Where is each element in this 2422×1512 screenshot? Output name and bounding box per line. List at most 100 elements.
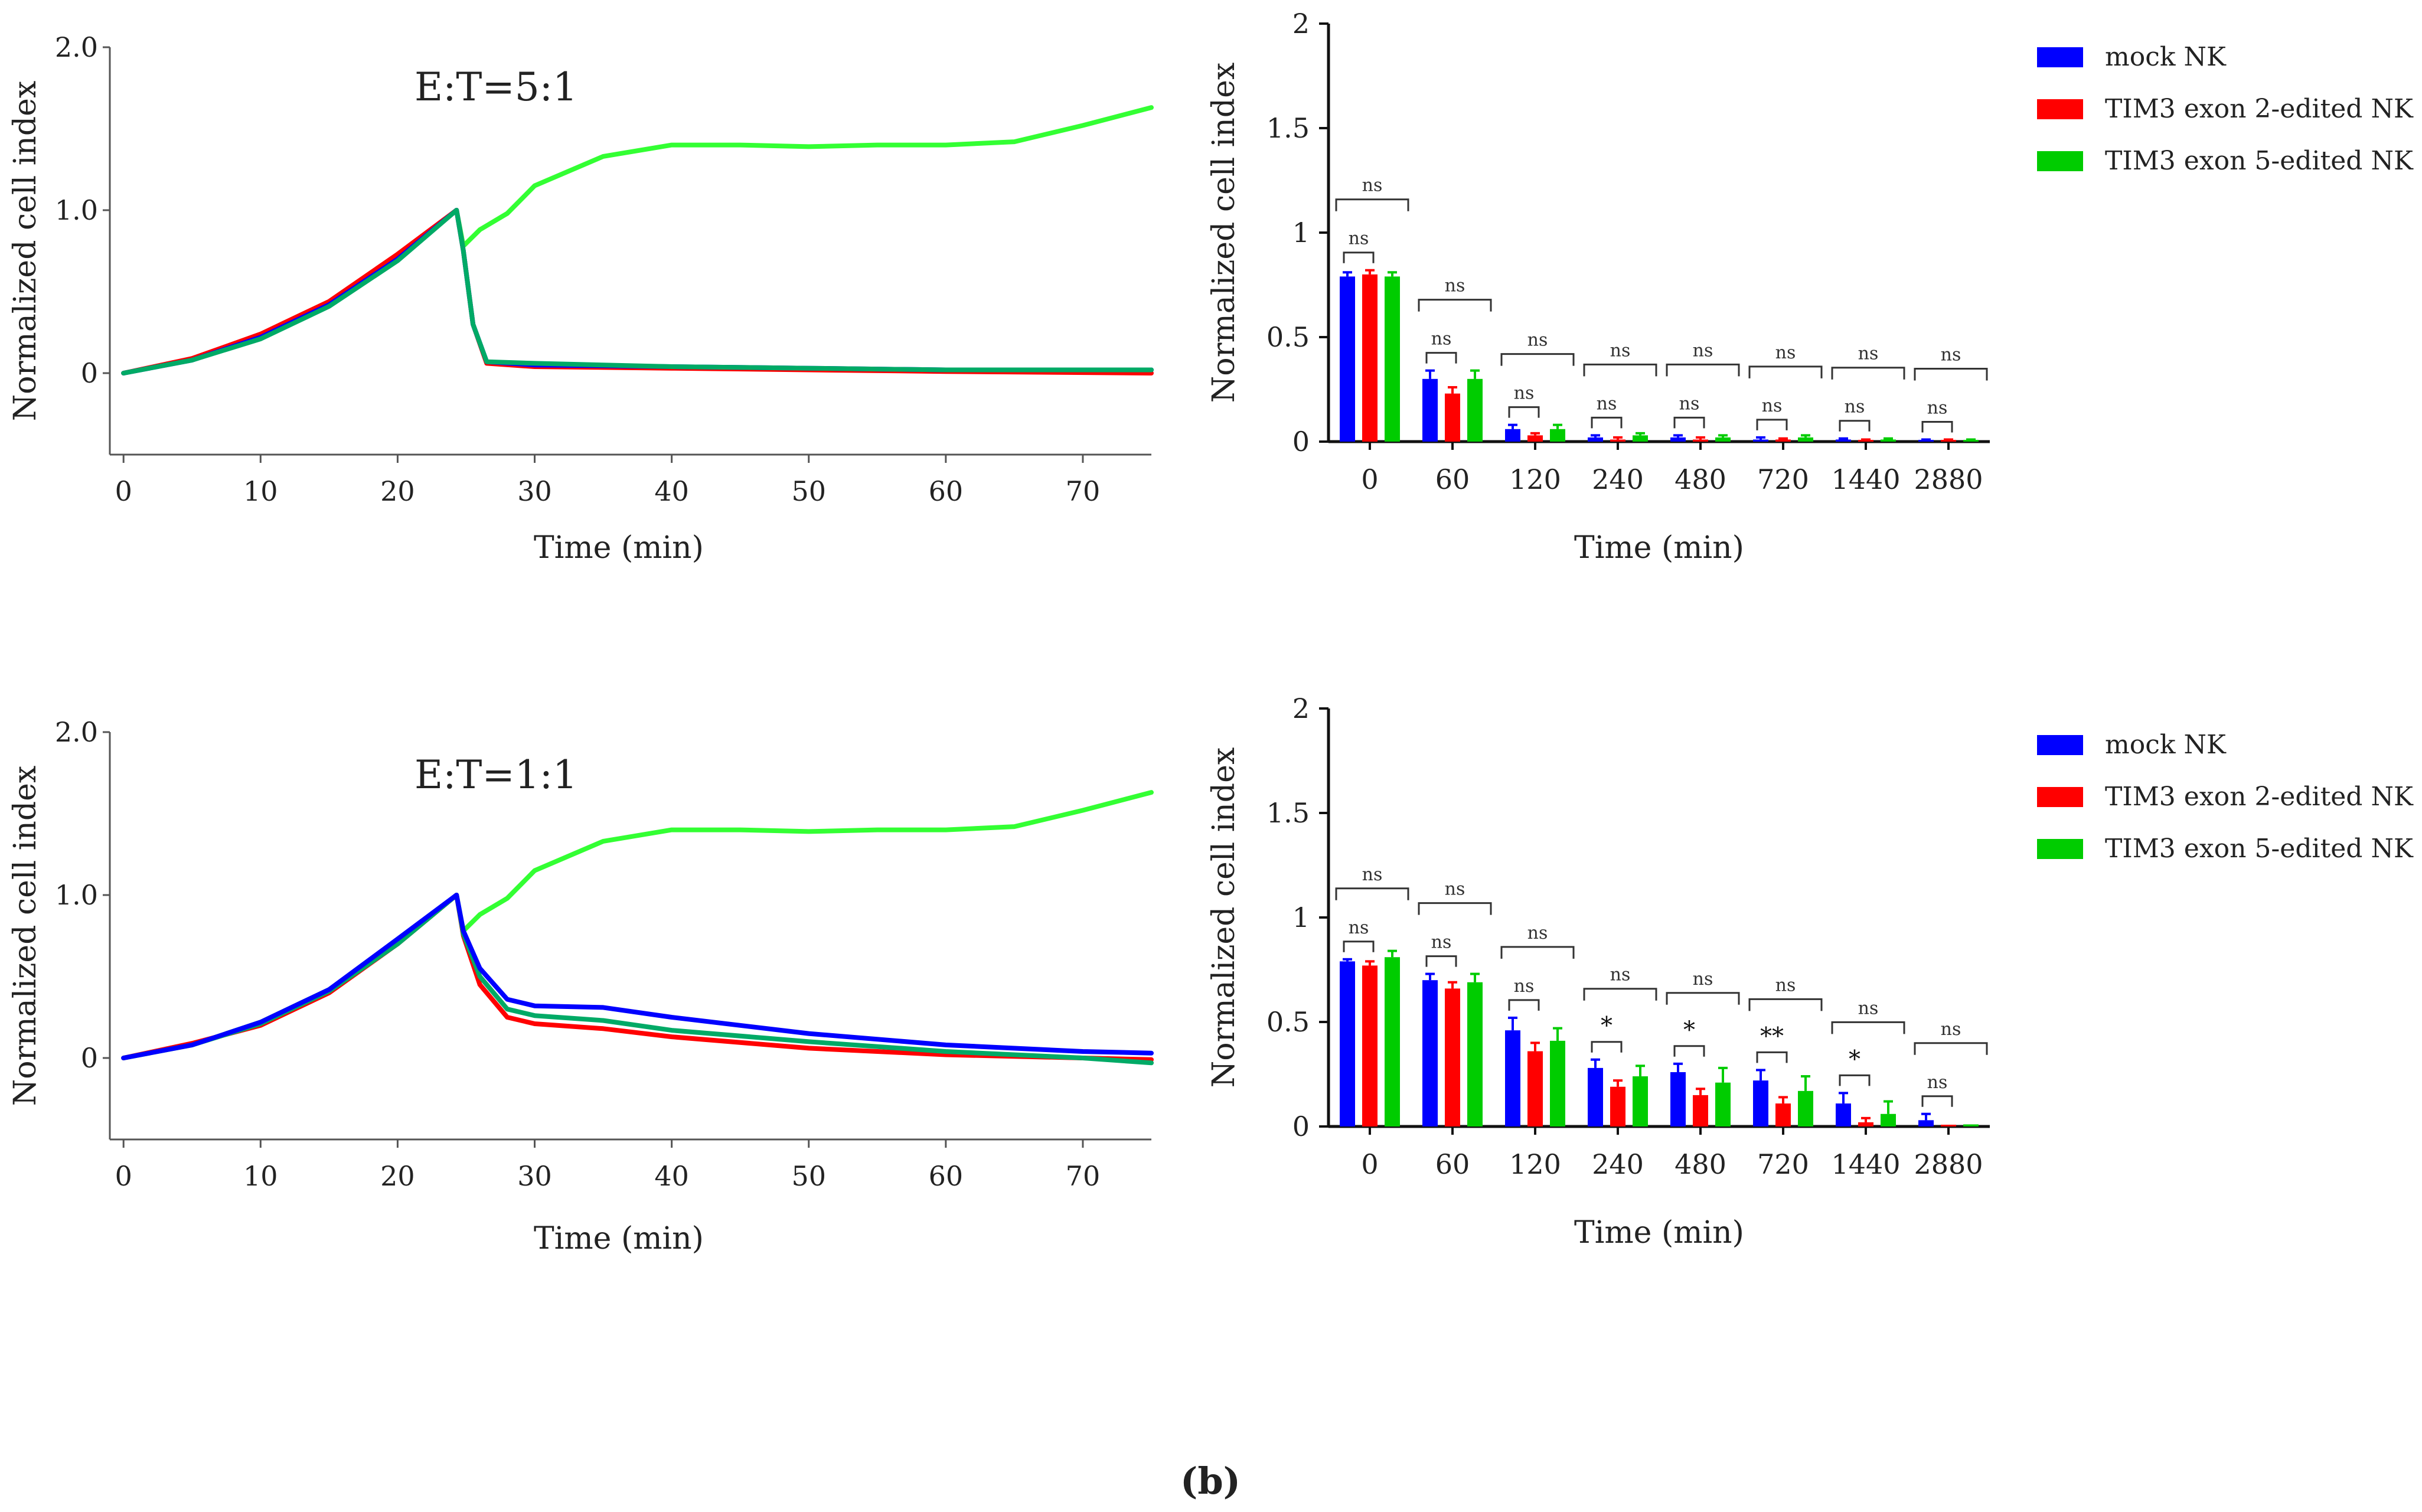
significance-label: ns — [1927, 397, 1948, 418]
y-axis-label: Normalized cell index — [1206, 747, 1242, 1088]
x-tick-label: 20 — [380, 1160, 415, 1192]
effector-target-ratio-label: E:T=1:1 — [414, 752, 577, 798]
y-axis-label: Normalized cell index — [8, 81, 43, 421]
significance-bracket — [1831, 1021, 1905, 1034]
x-tick-label: 240 — [1592, 463, 1644, 495]
bar — [1385, 957, 1400, 1126]
significance-label: ns — [1845, 397, 1865, 417]
significance-label: ns — [1927, 1072, 1948, 1093]
bar — [1858, 440, 1873, 442]
bar — [1798, 1090, 1813, 1126]
x-tick-label: 120 — [1509, 463, 1561, 495]
significance-bracket — [1425, 955, 1457, 967]
significance-bracket — [1335, 887, 1409, 900]
bar — [1550, 1040, 1565, 1126]
significance-label: * — [1601, 1013, 1613, 1040]
x-tick-label: 1440 — [1831, 463, 1900, 495]
significance-bracket — [1343, 940, 1375, 952]
x-tick-label: 0 — [1361, 1148, 1378, 1180]
significance-bracket — [1591, 1041, 1623, 1053]
x-tick-label: 30 — [517, 475, 552, 507]
bar — [1963, 440, 1979, 442]
significance-label: ns — [1941, 344, 1961, 365]
legend-label: mock NK — [2105, 730, 2227, 760]
bar — [1422, 378, 1438, 442]
significance-label: ns — [1527, 330, 1548, 351]
x-tick-label: 50 — [791, 475, 826, 507]
legend-swatch — [2037, 787, 2083, 807]
bar — [1836, 439, 1851, 442]
legend-swatch — [2037, 839, 2083, 859]
legend-swatch — [2037, 47, 2083, 67]
bar — [1715, 437, 1731, 442]
bar — [1445, 988, 1460, 1126]
x-tick-label: 0 — [1361, 463, 1378, 495]
bar — [1670, 437, 1686, 442]
bar — [1505, 429, 1520, 442]
series-line — [121, 208, 1154, 375]
legend-label: TIM3 exon 5-edited NK — [2105, 834, 2414, 864]
legend-swatch — [2037, 99, 2083, 119]
significance-bracket — [1839, 420, 1871, 432]
x-axis-label: Time (min) — [534, 530, 704, 566]
x-tick-label: 60 — [1435, 1148, 1470, 1180]
significance-bracket — [1418, 902, 1492, 915]
legend-label: TIM3 exon 2-edited NK — [2105, 94, 2414, 124]
bar — [1836, 1103, 1851, 1126]
significance-label: ns — [1679, 393, 1700, 414]
x-tick-label: 30 — [517, 1160, 552, 1192]
y-tick-label: 1 — [1292, 902, 1310, 933]
significance-label: * — [1849, 1046, 1860, 1073]
bar — [1941, 440, 1956, 442]
significance-bracket — [1343, 252, 1375, 263]
bar — [1610, 1086, 1625, 1126]
x-tick-label: 60 — [929, 1160, 964, 1192]
bar — [1422, 980, 1438, 1126]
significance-bracket — [1508, 406, 1540, 418]
line-chart-e-t-5-1: 0 1.0 2.0 0 10 20 30 40 50 60 70 Time (min) Normaliz… — [8, 31, 1154, 566]
legend-swatch — [2037, 151, 2083, 171]
significance-bracket — [1335, 198, 1409, 211]
legend-bottom: mock NK TIM3 exon 2-edited NK TIM3 exon 5-… — [2037, 730, 2414, 864]
bar — [1588, 1067, 1603, 1126]
bar — [1340, 276, 1355, 442]
significance-bracket — [1673, 416, 1705, 429]
x-tick-label: 70 — [1066, 475, 1101, 507]
bar — [1775, 439, 1791, 442]
significance-bracket — [1831, 367, 1905, 380]
significance-bracket — [1756, 1051, 1788, 1063]
bar — [1753, 1080, 1768, 1126]
y-tick-label: 2.0 — [55, 31, 98, 63]
significance-label: ns — [1597, 393, 1617, 414]
significance-label: ns — [1431, 329, 1452, 350]
legend-top: mock NK TIM3 exon 2-edited NK TIM3 exon 5-… — [2037, 42, 2414, 176]
x-tick-label: 0 — [115, 1160, 132, 1192]
bar — [1527, 435, 1543, 442]
bar — [1633, 1076, 1648, 1126]
significance-bracket — [1756, 419, 1788, 430]
bar — [1505, 1030, 1520, 1126]
bar — [1775, 1103, 1791, 1126]
significance-bracket — [1748, 365, 1823, 378]
bar — [1918, 1120, 1934, 1126]
significance-label: ns — [1941, 1019, 1961, 1040]
effector-target-ratio-label: E:T=5:1 — [414, 64, 577, 110]
significance-bracket — [1418, 299, 1492, 312]
y-tick-label: 0 — [1292, 1111, 1310, 1142]
significance-label: ns — [1858, 344, 1879, 364]
significance-label: ns — [1693, 340, 1713, 361]
significance-label: ns — [1527, 923, 1548, 943]
bar — [1610, 439, 1625, 442]
bar-chart-e-t-1-1: 0 0.5 1 1.5 2 0 ns ns 60 ns ns 120 ns ns 240 * ns 480 * ns 7… — [1206, 693, 1990, 1250]
bar — [1467, 982, 1483, 1126]
x-tick-label: 720 — [1757, 1148, 1809, 1180]
bar — [1550, 429, 1565, 442]
significance-label: ns — [1349, 228, 1369, 249]
series-line — [121, 893, 1154, 1062]
legend-label: mock NK — [2105, 42, 2227, 72]
x-tick-label: 70 — [1066, 1160, 1101, 1192]
bar — [1527, 1051, 1543, 1126]
bar — [1467, 378, 1483, 442]
bar — [1362, 965, 1378, 1126]
series-line — [121, 208, 1154, 375]
